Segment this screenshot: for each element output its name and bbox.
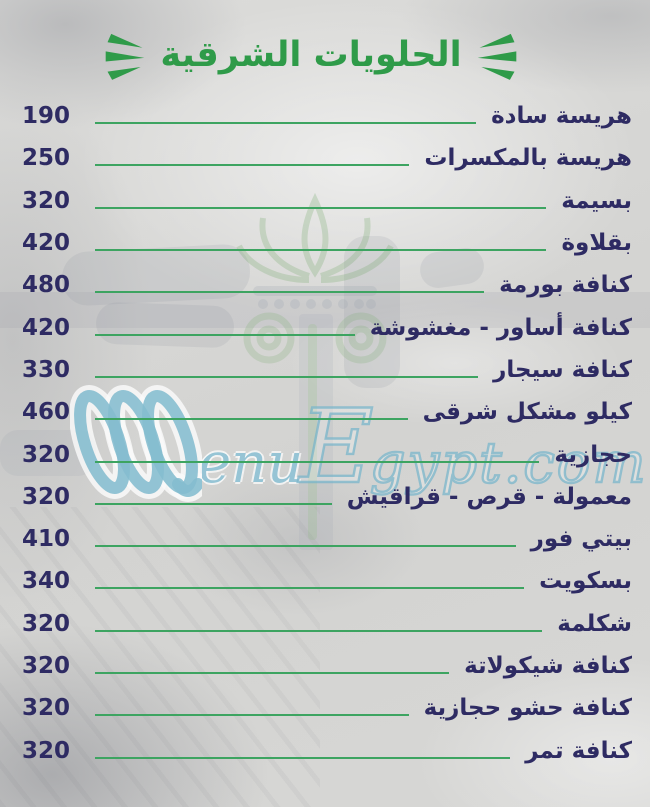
title-emphasis-left-icon [106, 33, 145, 80]
menu-item-price: 420 [22, 230, 71, 257]
menu-item-row: كنافة سيجار 330 [0, 349, 650, 391]
menu-item-line [95, 291, 485, 294]
menu-item-name: بسكويت [539, 568, 632, 595]
menu-item-row: كنافة أساور - مغشوشة 420 [0, 306, 650, 348]
menu-item-name: كيلو مشكل شرقى [422, 399, 632, 426]
menu-item-name: كنافة سيجار [493, 356, 632, 383]
menu-item-line [95, 122, 477, 125]
menu-item-line [95, 629, 543, 632]
menu-item-price: 250 [22, 145, 71, 172]
menu-item-line [95, 164, 410, 167]
menu-item-name: كنافة حشو حجازية [423, 695, 632, 722]
menu-item-name: شكلمة [557, 610, 632, 637]
menu-item-price: 190 [22, 103, 71, 130]
menu-item-price: 320 [22, 610, 71, 637]
menu-item-price: 420 [22, 314, 71, 341]
menu-item-row: حجازية 320 [0, 433, 650, 475]
menu-item-row: شكلمة 320 [0, 603, 650, 645]
menu-item-row: كنافة تمر 320 [0, 729, 650, 771]
menu-item-price: 320 [22, 653, 71, 679]
menu-item-name: بيتي فور [530, 526, 632, 553]
menu-item-line [95, 249, 547, 252]
menu-item-price: 410 [22, 526, 71, 553]
menu-item-name: معمولة - قرص - قراقيش [346, 483, 632, 510]
menu-item-line [95, 418, 408, 421]
menu-list: هريسة سادة 190 هريسة بالمكسرات 250 بسيمة… [0, 95, 650, 772]
menu-item-line [95, 672, 450, 674]
menu-item-row: كنافة حشو حجازية 320 [0, 687, 650, 729]
watermark-gray-band [0, 292, 650, 328]
menu-item-line [95, 756, 511, 759]
menu-item-price: 320 [22, 441, 71, 468]
pillar-lotus-logo-watermark-icon [236, 192, 394, 550]
menu-item-row: كنافة بورمة 480 [0, 264, 650, 306]
menu-item-name: كنافة أساور - مغشوشة [369, 314, 632, 341]
menu-item-row: هريسة سادة 190 [0, 95, 650, 137]
menu-item-row: معمولة - قرص - قراقيش 320 [0, 476, 650, 518]
menu-item-name: كنافة تمر [525, 737, 632, 764]
menu-item-row: بسكويت 340 [0, 560, 650, 602]
menu-item-price: 320 [22, 187, 71, 214]
page-title: الحلويات الشرقية [160, 35, 462, 76]
menu-item-name: بقلاوة [561, 230, 632, 257]
menu-item-name: كنافة شيكولاتة [464, 653, 632, 679]
menu-item-name: كنافة بورمة [499, 272, 632, 299]
menu-item-name: حجازية [554, 441, 632, 468]
menu-item-line [95, 587, 525, 590]
menu-item-line [95, 333, 355, 336]
menu-item-price: 480 [22, 272, 71, 299]
menu-item-row: كنافة شيكولاتة 320 [0, 645, 650, 687]
menu-item-line [95, 714, 409, 717]
menu-item-line [95, 206, 547, 209]
menu-item-row: كيلو مشكل شرقى 460 [0, 391, 650, 433]
menu-item-line [95, 460, 540, 463]
menu-item-row: بقلاوة 420 [0, 222, 650, 264]
menu-item-price: 460 [22, 399, 71, 426]
menu-item-price: 330 [22, 356, 71, 383]
menu-item-name: هريسة سادة [491, 103, 632, 130]
menu-item-price: 320 [22, 737, 71, 764]
menu-item-line [95, 545, 516, 548]
menu-item-name: هريسة بالمكسرات [424, 145, 632, 172]
watermark-calligraphy-shape [344, 236, 400, 388]
title-row: الحلويات الشرقية [0, 30, 650, 82]
menu-item-name: بسيمة [561, 187, 632, 214]
menu-item-price: 320 [22, 483, 71, 510]
menu-item-line [95, 502, 332, 505]
title-emphasis-right-icon [477, 33, 516, 80]
menu-item-row: هريسة بالمكسرات 250 [0, 137, 650, 179]
menu-item-price: 320 [22, 695, 71, 722]
menu-item-price: 340 [22, 568, 71, 595]
menu-item-line [95, 375, 479, 378]
menu-item-row: بسيمة 320 [0, 180, 650, 222]
menu-item-row: بيتي فور 410 [0, 518, 650, 560]
